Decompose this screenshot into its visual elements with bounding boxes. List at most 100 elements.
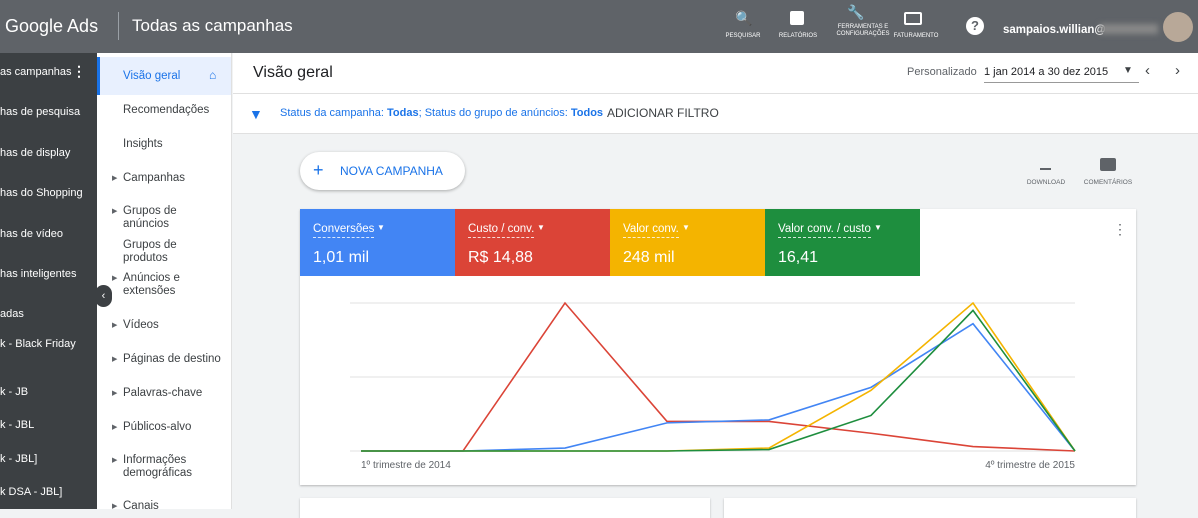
metric-label: Valor conv. xyxy=(623,223,679,238)
caret: ▼ xyxy=(377,223,385,232)
new-label: NOVA CAMPANHA xyxy=(340,164,443,178)
nav-item[interactable]: Canais xyxy=(123,500,159,512)
chart: 1º trimestre de 2014 4º trimestre de 2015 xyxy=(350,301,1076,471)
caret: ▼ xyxy=(682,223,690,232)
nav-arrow: ▶ xyxy=(112,356,118,363)
range-label: Personalizado xyxy=(907,66,977,78)
tool[interactable]: FATURAMENTO xyxy=(893,33,939,39)
collapse[interactable]: ‹ xyxy=(95,285,112,307)
x-tick-label: 4º trimestre de 2015 xyxy=(985,460,1075,471)
dropdown[interactable]: ▼ xyxy=(1123,65,1133,76)
side-item[interactable]: has de vídeo xyxy=(0,228,63,240)
user: sampaios.willian@ xyxy=(1003,24,1106,36)
metric-value: 248 mil xyxy=(623,249,675,266)
nav-arrow: ▶ xyxy=(112,275,118,282)
brand: Google Ads xyxy=(5,16,99,36)
nav-item[interactable]: Páginas de destino xyxy=(123,353,221,365)
nav-arrow: ▶ xyxy=(112,390,118,397)
nav-item[interactable]: Recomendações xyxy=(123,104,210,116)
top-bar: Google Ads Todas as campanhas 🔍 PESQUISA… xyxy=(0,0,1198,53)
metric-label: Custo / conv. xyxy=(468,223,535,238)
new-campaign[interactable]: + NOVA CAMPANHA xyxy=(300,152,465,190)
comment-icon[interactable] xyxy=(1100,158,1116,171)
nav-item[interactable]: Vídeos xyxy=(123,319,159,331)
blur xyxy=(1100,24,1158,34)
filter-bar: ▼ Status da campanha: Todas; Status do g… xyxy=(233,94,1198,134)
filter-part: Todas xyxy=(387,107,419,119)
divider xyxy=(118,12,119,40)
side-item[interactable]: k - JBL xyxy=(0,419,35,431)
comments[interactable]: COMENTÁRIOS xyxy=(1083,179,1133,186)
metric-value: R$ 14,88 xyxy=(468,249,533,266)
side-item[interactable]: as campanhas xyxy=(0,66,72,78)
metric-label: Conversões xyxy=(313,223,375,238)
nav-item[interactable]: Públicos-alvo xyxy=(123,421,192,433)
filter-part: ; Status do grupo de anúncios: xyxy=(418,107,571,119)
nav-item[interactable]: Visão geral xyxy=(123,70,181,82)
side-item[interactable]: has inteligentes xyxy=(0,268,77,280)
tool[interactable]: FERRAMENTAS E CONFIGURAÇÕES xyxy=(836,24,890,37)
next[interactable]: › xyxy=(1175,62,1180,79)
billing-icon[interactable] xyxy=(904,12,922,25)
sidebar: as campanhas has de pesquisa has de displa… xyxy=(0,53,97,509)
side-item[interactable]: k - JBL] xyxy=(0,453,38,465)
series-line xyxy=(361,322,1076,452)
side-item[interactable]: has do Shopping xyxy=(0,187,83,199)
nav-item[interactable]: Palavras-chave xyxy=(123,387,203,399)
filter-part: Todos xyxy=(570,107,604,119)
page-title: Visão geral xyxy=(253,64,333,81)
caret: ▼ xyxy=(537,223,545,232)
nav-arrow: ▶ xyxy=(112,503,118,510)
menu-dots[interactable]: ⋮ xyxy=(72,63,86,79)
metric-card[interactable]: Valor conv. / custo ▼ 16,41 xyxy=(765,209,920,276)
tool[interactable]: RELATÓRIOS xyxy=(778,33,818,39)
page-header: Visão geral Personalizado 1 jan 2014 a 3… xyxy=(233,53,1198,94)
metric-card[interactable]: Custo / conv. ▼ R$ 14,88 xyxy=(455,209,610,276)
card xyxy=(300,498,710,518)
nav-item[interactable]: Grupos de anúncios xyxy=(123,205,177,230)
download-icon[interactable] xyxy=(1040,158,1051,170)
home-icon: ⌂ xyxy=(209,68,217,82)
nav-arrow: ▶ xyxy=(112,208,118,215)
series-line xyxy=(361,309,1076,452)
prev[interactable]: ‹ xyxy=(1145,62,1150,79)
nav-item[interactable]: Anúncios e extensões xyxy=(123,272,180,297)
reports-icon[interactable] xyxy=(790,11,804,25)
nav-item[interactable]: Informações demográficas xyxy=(123,454,193,479)
side-item[interactable]: k - Black Friday xyxy=(0,338,76,350)
nav-arrow: ▶ xyxy=(112,175,118,182)
filter-part: Status da campanha: xyxy=(280,107,388,119)
nav-active xyxy=(97,57,231,95)
add-filter[interactable]: ADICIONAR FILTRO xyxy=(607,106,719,120)
tool[interactable]: PESQUISAR xyxy=(725,33,761,39)
nav-item[interactable]: Insights xyxy=(123,138,163,150)
title: Todas as campanhas xyxy=(132,16,293,35)
metric-value: 16,41 xyxy=(778,249,819,266)
metric-label: Valor conv. / custo xyxy=(778,223,871,238)
nav-item[interactable]: Campanhas xyxy=(123,172,186,184)
tools-icon[interactable]: 🔧 xyxy=(847,4,865,20)
filter-icon[interactable]: ▼ xyxy=(249,106,263,122)
side-item[interactable]: has de display xyxy=(0,147,71,159)
nav-arrow: ▶ xyxy=(112,322,118,329)
side-item[interactable]: k - JB xyxy=(0,386,29,398)
chart-card: ⋮ 1º trimestre de 2014 4º trimestre de 20… xyxy=(300,209,1136,485)
side-item[interactable]: adas xyxy=(0,308,24,320)
help-icon[interactable]: ? xyxy=(966,17,984,35)
nav-arrow: ▶ xyxy=(112,457,118,464)
card xyxy=(724,498,1136,518)
side-item[interactable]: k DSA - JBL] xyxy=(0,486,63,498)
more[interactable]: ⋮ xyxy=(1113,221,1127,237)
side-item[interactable]: has de pesquisa xyxy=(0,106,81,118)
caret: ▼ xyxy=(874,223,882,232)
x-tick-label: 1º trimestre de 2014 xyxy=(361,460,451,471)
metric-card[interactable]: Valor conv. ▼ 248 mil xyxy=(610,209,765,276)
nav-item[interactable]: Grupos de produtos xyxy=(123,239,177,264)
metric-card[interactable]: Conversões ▼ 1,01 mil xyxy=(300,209,455,276)
search-icon[interactable]: 🔍 xyxy=(735,10,753,26)
download[interactable]: DOWNLOAD xyxy=(1026,179,1066,186)
avatar[interactable] xyxy=(1163,12,1193,42)
range[interactable]: 1 jan 2014 a 30 dez 2015 xyxy=(984,66,1139,83)
filter[interactable]: Status da campanha: Todas; Status do gru… xyxy=(280,107,603,119)
